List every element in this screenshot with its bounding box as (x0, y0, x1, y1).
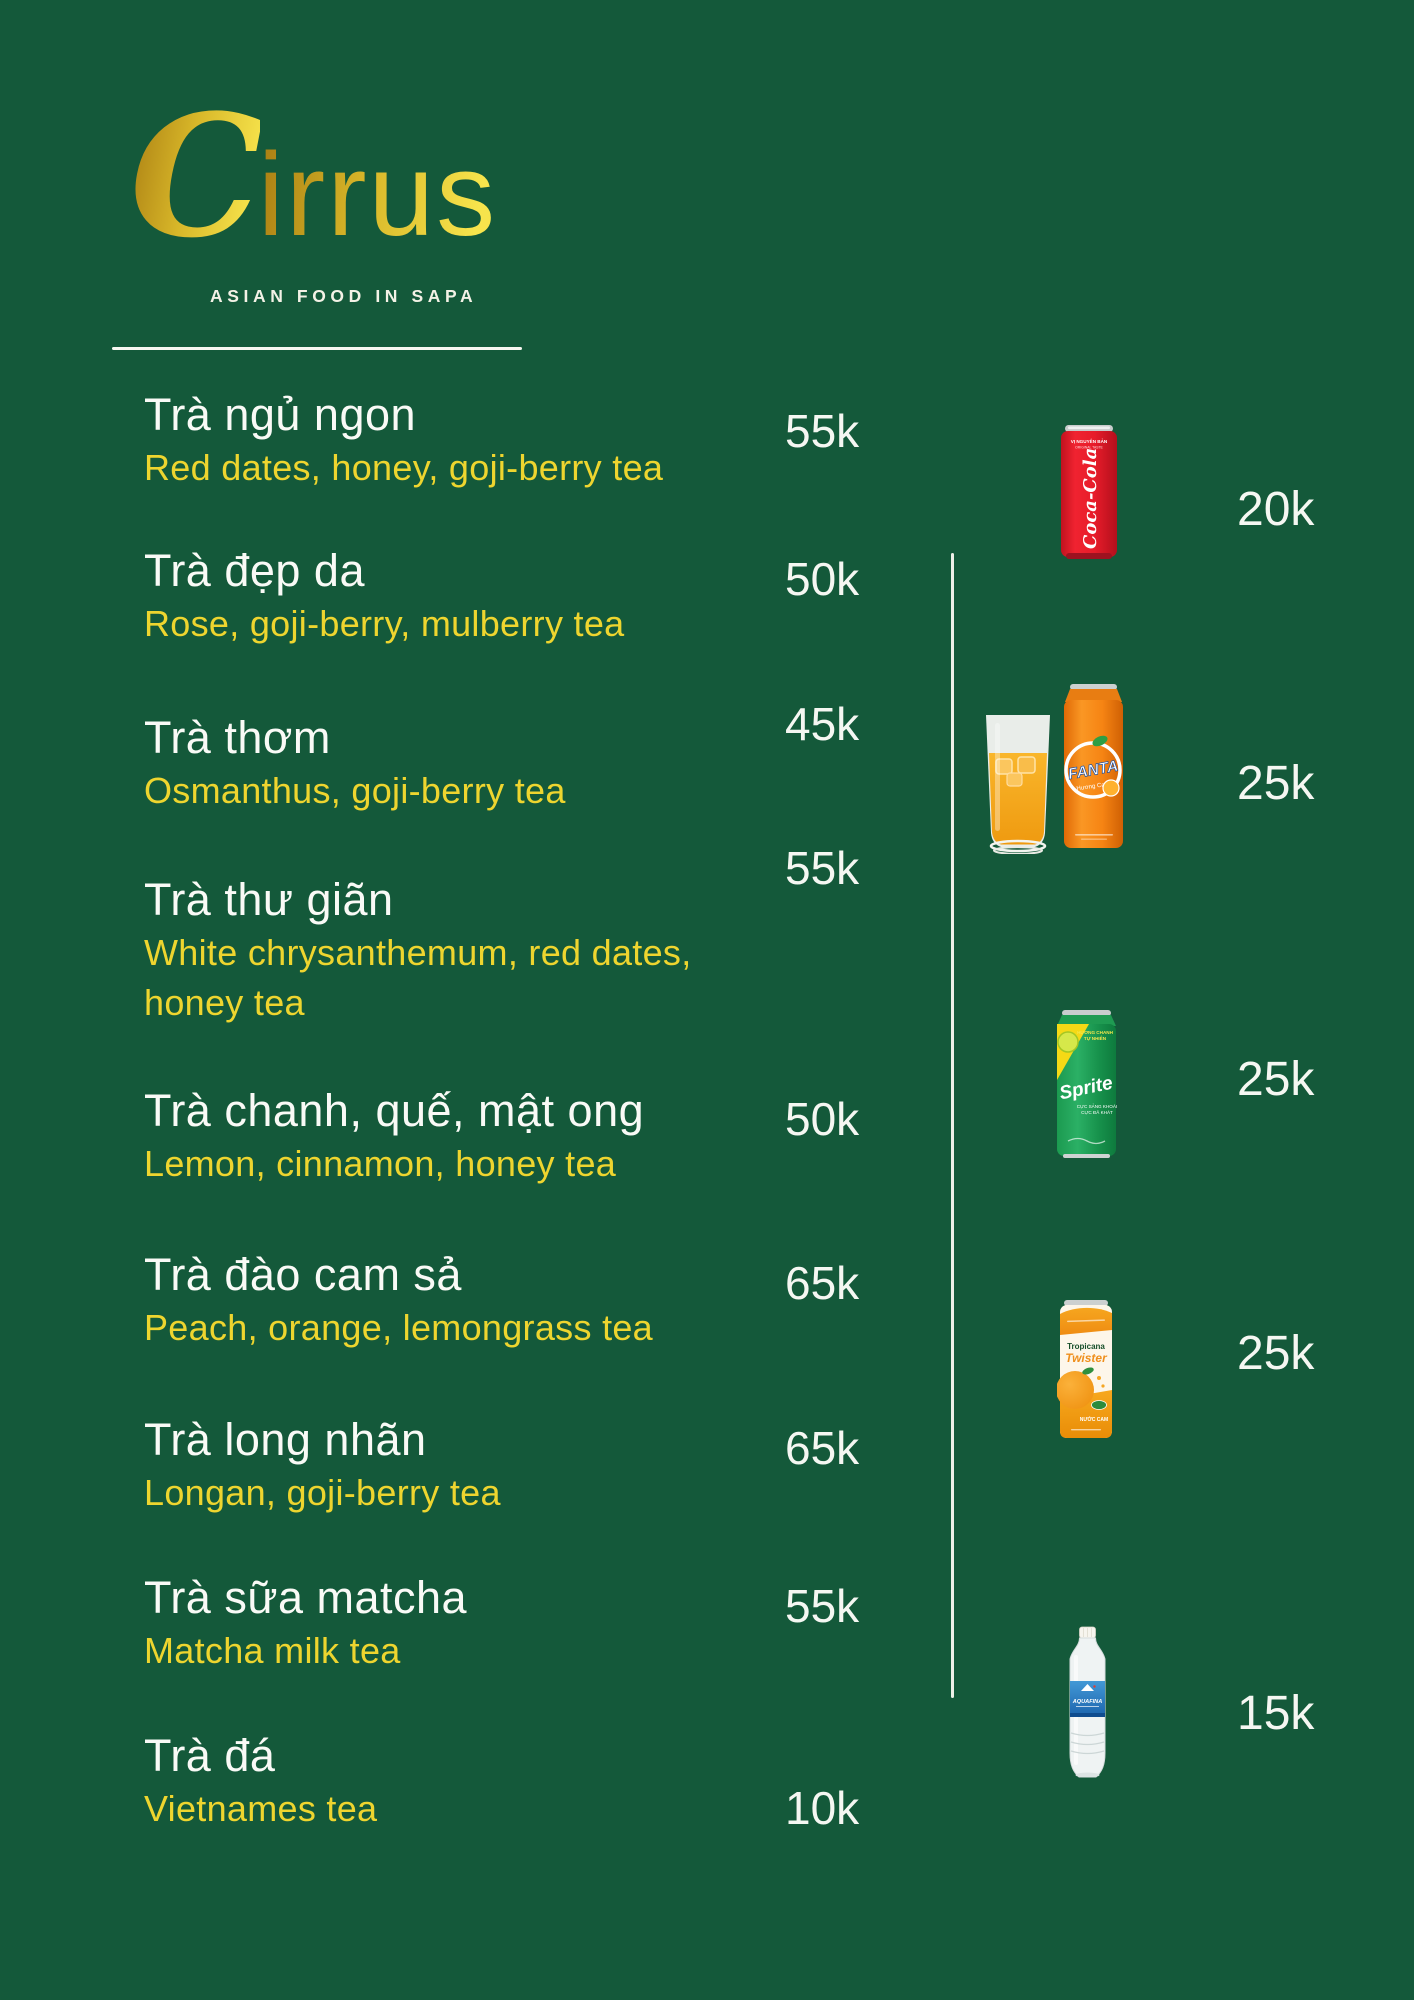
menu-item-description: Longan, goji-berry tea (144, 1472, 501, 1514)
vertical-divider-line (951, 553, 954, 1698)
menu-item-price: 55k (785, 405, 860, 457)
orange-juice-glass-image (986, 715, 1050, 854)
twister-logo-text: Twister (1065, 1351, 1108, 1365)
logo-initial: C (130, 77, 264, 275)
sprite-can-image: HƯƠNG CHANH TỰ NHIÊN Sprite CỰC SẢNG KHO… (1057, 1010, 1117, 1158)
menu-item-description: Matcha milk tea (144, 1630, 401, 1672)
aquafina-bottle-image: AQUAFINA (1069, 1626, 1106, 1778)
sprite-sub-text: CỰC SẢNG KHOÁI (1077, 1103, 1117, 1109)
menu-item: Trà đẹp da Rose, goji-berry, mulberry te… (144, 545, 934, 649)
menu-item-description: Red dates, honey, goji-berry tea (144, 447, 664, 489)
menu-item-name: Trà chanh, quế, mật ong (144, 1085, 645, 1136)
menu-item-price: 10k (785, 1782, 860, 1834)
twister-sub-text: NƯỚC CAM (1080, 1415, 1108, 1423)
menu-item-name: Trà ngủ ngon (144, 389, 417, 440)
menu-item-price: 55k (785, 1580, 860, 1632)
menu-item-description: Rose, goji-berry, mulberry tea (144, 603, 625, 645)
menu-item-name: Trà long nhãn (144, 1414, 427, 1465)
coca-cola-can-image: VỊ NGUYÊN BẢN ORIGINAL TASTE Coca-Cola (1061, 425, 1117, 559)
menu-item: Trà đá Vietnames tea 10k (144, 1730, 934, 1834)
sprite-top-subtext: TỰ NHIÊN (1084, 1034, 1107, 1041)
menu-item-price: 50k (785, 1093, 860, 1145)
menu-item-name: Trà đào cam sả (144, 1249, 462, 1300)
drink-price: 20k (1237, 483, 1315, 536)
menu-item-description: Osmanthus, goji-berry tea (144, 770, 566, 812)
aquafina-logo-text: AQUAFINA (1072, 1699, 1103, 1705)
menu-item: Trà sữa matcha Matcha milk tea 55k (144, 1572, 934, 1676)
sprite-sub-subtext: CỰC ĐÃ KHÁT (1081, 1109, 1113, 1115)
menu-item-description: Lemon, cinnamon, honey tea (144, 1143, 617, 1185)
fanta-can-image: FANTA Hương Cam (1064, 684, 1123, 848)
menu-item-description: Vietnames tea (144, 1788, 378, 1830)
brand-tagline: ASIAN FOOD IN SAPA (210, 286, 478, 306)
menu-item-name: Trà đẹp da (144, 545, 365, 596)
logo-wordmark: irrus (257, 129, 498, 261)
drink-price: 25k (1237, 757, 1315, 810)
menu-item-price: 65k (785, 1257, 860, 1309)
menu-item-name: Trà thư giãn (144, 874, 394, 925)
menu-item-description: Peach, orange, lemongrass tea (144, 1307, 654, 1349)
sprite-top-text: HƯƠNG CHANH (1077, 1030, 1113, 1035)
drink-price: 25k (1237, 1053, 1315, 1106)
coke-logo-text: Coca-Cola (1080, 448, 1101, 549)
logo-divider-line (112, 347, 522, 350)
menu-item-price: 55k (785, 842, 860, 894)
menu-item: Trà ngủ ngon Red dates, honey, goji-berr… (144, 389, 934, 493)
drink-price: 15k (1237, 1687, 1315, 1740)
menu-item-price: 50k (785, 553, 860, 605)
twister-brand-text: Tropicana (1067, 1342, 1105, 1351)
fanta-flavor-text: Hương Cam (1076, 782, 1110, 793)
menu-item-name: Trà sữa matcha (144, 1572, 468, 1623)
menu-item-price: 45k (785, 698, 860, 750)
menu-item: Trà đào cam sả Peach, orange, lemongrass… (144, 1249, 934, 1353)
menu-item-name: Trà đá (144, 1730, 276, 1781)
coke-top-text: VỊ NGUYÊN BẢN (1071, 437, 1108, 444)
menu-item: Trà long nhãn Longan, goji-berry tea 65k (144, 1414, 934, 1518)
menu-item: Trà thư giãn White chrysanthemum, red da… (144, 845, 934, 1028)
brand-logo: C irrus (130, 92, 497, 260)
menu-item-description: White chrysanthemum, red dates, honey te… (144, 932, 692, 1024)
menu-item-price: 65k (785, 1422, 860, 1474)
drink-price: 25k (1237, 1327, 1315, 1380)
twister-can-image: Tropicana Twister NƯỚC CAM (1057, 1300, 1112, 1438)
menu-item: Trà chanh, quế, mật ong Lemon, cinnamon,… (144, 1085, 934, 1189)
menu-item-name: Trà thơm (144, 712, 331, 763)
menu-item: Trà thơm Osmanthus, goji-berry tea 45k (144, 701, 934, 816)
coke-top-subtext: ORIGINAL TASTE (1075, 446, 1103, 450)
